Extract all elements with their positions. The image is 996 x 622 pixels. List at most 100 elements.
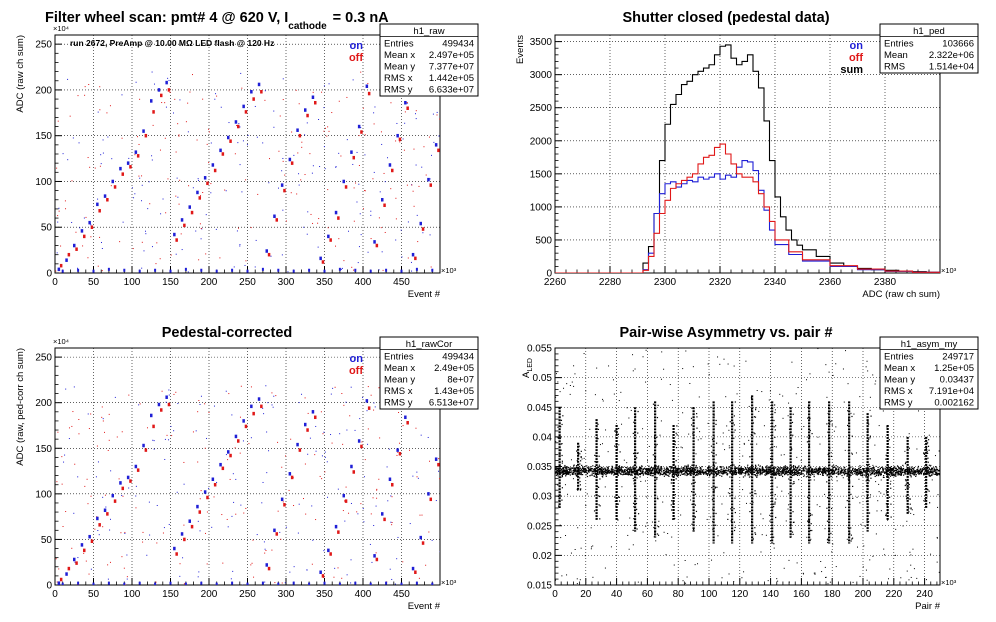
band-point <box>879 471 881 473</box>
noise-point <box>170 425 172 427</box>
spike-point <box>771 485 774 487</box>
data-point-on <box>219 148 222 153</box>
noise-point <box>149 203 151 205</box>
data-point-off <box>321 574 325 578</box>
noise-point <box>268 450 270 452</box>
data-point-baseline <box>354 268 357 272</box>
spike-point <box>774 404 776 406</box>
x-tick-label: 200 <box>855 589 872 600</box>
noise-point <box>396 454 398 456</box>
noise-point <box>171 435 173 437</box>
noise-point <box>179 99 181 101</box>
data-point-on <box>357 439 361 443</box>
y-tick-label: 1500 <box>530 169 553 180</box>
band-point <box>862 474 864 476</box>
band-point <box>725 472 727 474</box>
noise-point <box>196 139 198 141</box>
band-point <box>895 475 897 477</box>
outlier-point <box>710 406 712 408</box>
band-point <box>688 473 690 475</box>
noise-point <box>421 166 423 168</box>
band-point <box>632 471 634 474</box>
band-point <box>739 472 741 474</box>
outlier-point <box>859 575 861 577</box>
band-point <box>679 474 682 476</box>
spike-point <box>670 478 673 481</box>
noise-point <box>275 395 277 397</box>
band-point <box>822 471 825 473</box>
noise-point <box>402 561 404 563</box>
band-point <box>882 468 884 470</box>
noise-point <box>328 83 330 85</box>
noise-point <box>96 516 98 518</box>
outlier-point <box>706 518 708 520</box>
spike-point <box>674 440 676 442</box>
noise-point <box>165 212 167 214</box>
data-point-off <box>260 404 263 409</box>
band-point <box>649 467 651 469</box>
outlier-point <box>579 579 581 581</box>
band-point <box>720 468 722 470</box>
band-point <box>583 469 585 471</box>
band-point <box>873 468 875 470</box>
noise-point <box>199 223 201 225</box>
spike-point <box>696 427 698 429</box>
band-point <box>600 473 602 475</box>
data-point-off <box>67 566 71 571</box>
noise-point <box>367 386 369 388</box>
band-point <box>733 468 736 470</box>
stats-key: Entries <box>884 39 914 50</box>
band-point <box>813 474 815 476</box>
noise-point <box>323 130 325 132</box>
band-point <box>687 473 689 476</box>
band-point <box>822 470 824 472</box>
outlier-point <box>680 446 682 448</box>
data-point-baseline <box>431 268 434 272</box>
noise-point <box>114 396 116 398</box>
band-point <box>865 470 867 472</box>
noise-point <box>376 489 378 491</box>
band-point <box>579 471 581 473</box>
noise-point <box>168 79 170 81</box>
outlier-point <box>765 534 767 536</box>
band-point <box>817 473 819 476</box>
outlier-point <box>762 518 764 520</box>
outlier-point <box>797 387 799 389</box>
outlier-point <box>916 577 918 579</box>
spike-point <box>847 468 849 470</box>
band-point <box>926 466 929 468</box>
band-point <box>657 473 659 475</box>
noise-point <box>282 501 284 503</box>
spike-point <box>581 464 583 467</box>
spike-point <box>673 463 675 465</box>
noise-point <box>402 425 404 427</box>
noise-point <box>236 125 238 127</box>
band-point <box>795 471 798 473</box>
band-point <box>708 473 711 475</box>
noise-point <box>178 203 180 205</box>
band-point <box>862 471 865 473</box>
band-point <box>660 473 662 475</box>
data-point-on <box>250 90 253 94</box>
band-point <box>632 470 634 473</box>
noise-point <box>168 523 170 525</box>
band-point <box>637 469 640 472</box>
band-point <box>938 472 940 475</box>
band-point <box>645 470 648 472</box>
data-point-on <box>396 133 399 138</box>
noise-point <box>225 454 227 456</box>
spike-point <box>754 466 757 469</box>
noise-point <box>280 538 282 540</box>
band-point <box>566 468 568 470</box>
noise-point <box>328 130 330 132</box>
spike-point <box>792 533 794 535</box>
band-point <box>935 471 937 473</box>
band-point <box>756 468 758 470</box>
noise-point <box>197 411 199 413</box>
band-point <box>852 467 854 470</box>
noise-point <box>307 412 309 414</box>
band-point <box>901 469 903 471</box>
band-point <box>625 473 627 476</box>
noise-point <box>356 201 358 203</box>
band-point <box>606 469 608 471</box>
